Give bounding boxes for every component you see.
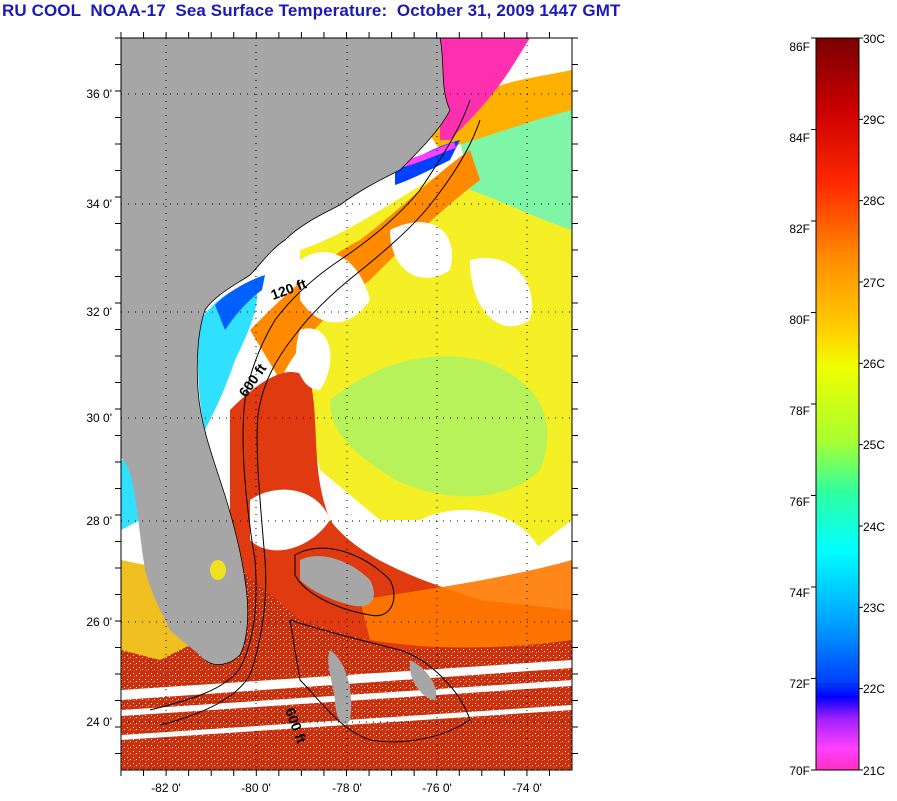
cb-label-74f: 74F	[789, 586, 810, 600]
cb-label-76f: 76F	[789, 495, 810, 509]
lat-label-36: 36 0'	[86, 87, 112, 101]
lat-label-30: 30 0'	[86, 411, 112, 425]
cb-label-26c: 26C	[863, 357, 885, 371]
cb-label-84f: 84F	[789, 131, 810, 145]
lon-label-82: -82 0'	[151, 781, 181, 795]
cb-label-30c: 30C	[863, 32, 885, 46]
lon-label-80: -80 0'	[241, 781, 271, 795]
cb-label-70f: 70F	[789, 764, 810, 778]
lat-label-24: 24 0'	[86, 715, 112, 729]
cb-label-27c: 27C	[863, 276, 885, 290]
cb-label-21c: 21C	[863, 764, 885, 778]
cb-label-82f: 82F	[789, 222, 810, 236]
cb-label-22c: 22C	[863, 682, 885, 696]
lon-label-76: -76 0'	[422, 781, 452, 795]
lat-label-32: 32 0'	[86, 305, 112, 319]
axis-ticks	[115, 32, 578, 776]
cb-label-86f: 86F	[789, 40, 810, 54]
lon-label-74: -74 0'	[512, 781, 542, 795]
cb-label-24c: 24C	[863, 520, 885, 534]
sst-field	[121, 38, 572, 770]
cb-label-80f: 80F	[789, 313, 810, 327]
lat-label-28: 28 0'	[86, 514, 112, 528]
color-bar-gradient	[815, 37, 860, 771]
cb-label-25c: 25C	[863, 438, 885, 452]
land-mass	[121, 38, 450, 665]
lon-label-78: -78 0'	[332, 781, 362, 795]
cb-label-78f: 78F	[789, 404, 810, 418]
cb-label-72f: 72F	[789, 677, 810, 691]
cb-label-28c: 28C	[863, 194, 885, 208]
cb-label-23c: 23C	[863, 601, 885, 615]
lat-label-26: 26 0'	[86, 615, 112, 629]
cb-label-29c: 29C	[863, 113, 885, 127]
lat-label-34: 34 0'	[86, 197, 112, 211]
page-title: RU COOL NOAA-17 Sea Surface Temperature:…	[2, 1, 621, 20]
color-bar: 86F 84F 82F 80F 78F 76F 74F 72F 70F 30C …	[789, 32, 885, 778]
